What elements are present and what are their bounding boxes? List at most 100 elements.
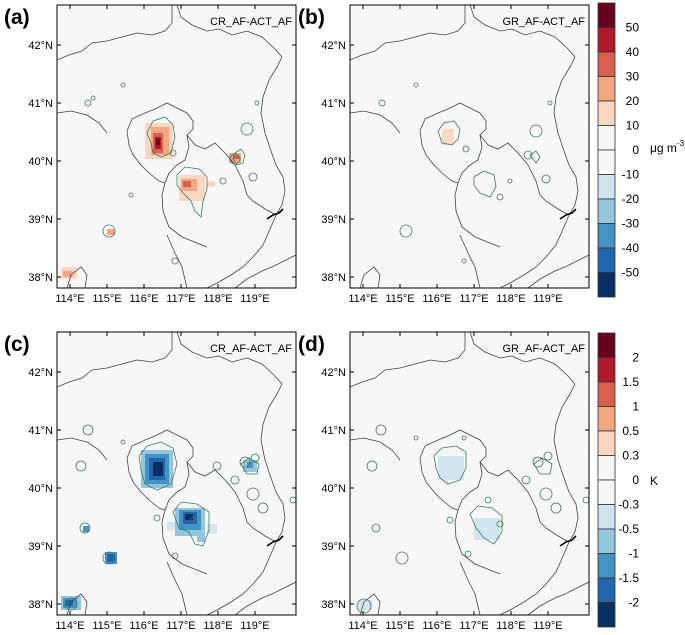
latitude-label: 38°N [321, 599, 346, 611]
colorbar-label: 40 [626, 45, 640, 59]
colorbar-box [597, 272, 616, 298]
svg-text:K: K [650, 474, 658, 488]
latitude-label: 39°N [28, 214, 53, 226]
province-boundary [425, 154, 459, 184]
colorbar-label: 0.3 [622, 449, 639, 463]
contour-line [82, 424, 94, 436]
shading-cell [63, 271, 73, 277]
province-boundary [527, 581, 589, 615]
province-boundary [234, 254, 296, 288]
contour-line [375, 424, 387, 436]
panel-label: (a) [4, 6, 30, 29]
contour-line [543, 451, 553, 461]
colorbar-label: 0 [632, 473, 639, 487]
colorbar-box [597, 100, 616, 126]
latitude-label: 42°N [321, 367, 346, 379]
longitude-label: 117°E [166, 293, 195, 305]
province-boundary [66, 593, 88, 615]
map-background [57, 5, 296, 288]
colorbar-box [597, 602, 616, 628]
shading-cell [183, 181, 191, 187]
map-background [57, 332, 296, 615]
latitude-label: 42°N [28, 40, 53, 52]
latitude-label: 42°N [28, 367, 53, 379]
colorbar-label: -30 [622, 217, 640, 231]
contour-line [529, 124, 543, 138]
colorbar-label: 1.5 [622, 375, 639, 389]
province-boundary [469, 332, 576, 385]
longitude-label: 118°E [203, 620, 232, 632]
contour-line [257, 502, 269, 514]
contour-line [240, 457, 260, 475]
coastline [559, 535, 577, 547]
longitude-label: 115°E [92, 620, 121, 632]
longitude-label: 117°E [166, 620, 195, 632]
panel-b: (b) GR_AF-ACT_AF 42°N 41°N 40°N 39°N 38°N114… [298, 4, 590, 305]
panel-title: GR_AF-ACT_AF [502, 343, 585, 355]
colorbar-box [597, 174, 616, 200]
contour-line [462, 145, 470, 153]
contour-line [120, 82, 126, 88]
contour-line [366, 460, 378, 472]
panel-c: (c) CR_AF-ACT_AF 42°N 41°N 40°N 39°N 38°N114… [4, 331, 297, 632]
latitude-label: 38°N [28, 272, 53, 284]
shading-cell [83, 526, 89, 532]
colorbar-label: -20 [622, 192, 640, 206]
panel-a: (a) CR_AF-ACT_AF 42°N 41°N 40°N 39°N 38°N114… [4, 4, 297, 305]
longitude-label: 115°E [92, 293, 121, 305]
province-boundary [166, 234, 188, 288]
longitude-label: 119°E [533, 620, 562, 632]
longitude-label: 115°E [385, 620, 414, 632]
longitude-label: 117°E [459, 293, 488, 305]
longitude-label: 119°E [240, 620, 269, 632]
contour-line [189, 516, 197, 524]
colorbar-box [597, 51, 616, 77]
contour-line [541, 174, 551, 184]
latitude-label: 41°N [28, 98, 53, 110]
longitude-label: 116°E [422, 620, 451, 632]
shading-cell [358, 600, 372, 610]
colorbar-box [597, 357, 616, 383]
shading-cell [153, 462, 163, 476]
colorbar-box [597, 247, 616, 273]
panel-title: CR_AF-ACT_AF [210, 16, 292, 28]
map-frame [56, 331, 297, 616]
province-boundary [359, 266, 381, 288]
colorbar-box [597, 406, 616, 432]
contour-line [413, 435, 419, 441]
colorbar-box [597, 27, 616, 53]
longitude-label: 114°E [348, 620, 377, 632]
longitude-label: 116°E [422, 293, 451, 305]
province-boundary [186, 461, 277, 543]
coastline [266, 208, 284, 220]
contour-line [250, 453, 260, 463]
colorbar-label: -1.5 [618, 571, 639, 585]
contour-line [289, 496, 296, 504]
province-boundary [350, 332, 466, 388]
contour-line [246, 487, 260, 501]
coastline [266, 535, 284, 547]
contour-line [146, 116, 176, 158]
shading-cell [444, 460, 460, 474]
contour-line [356, 598, 372, 614]
contour-line [102, 551, 116, 565]
panel-label: (d) [298, 333, 325, 356]
colorbar-box [597, 332, 616, 358]
contour-line [523, 150, 533, 160]
contour-line [399, 224, 413, 238]
province-boundary [499, 383, 579, 615]
province-boundary [359, 593, 381, 615]
shading-cell [185, 514, 193, 520]
contour-line [212, 461, 222, 471]
colorbar-box [597, 528, 616, 554]
contour-line [229, 153, 241, 165]
province-boundary [459, 561, 481, 615]
panel-title: CR_AF-ACT_AF [210, 343, 292, 355]
longitude-label: 115°E [385, 293, 414, 305]
contour-line [153, 514, 161, 522]
province-boundary [132, 481, 166, 511]
colorbar-label: 0.5 [622, 424, 639, 438]
contour-line [240, 122, 254, 136]
longitude-label: 118°E [496, 620, 525, 632]
contour-line [550, 502, 562, 514]
